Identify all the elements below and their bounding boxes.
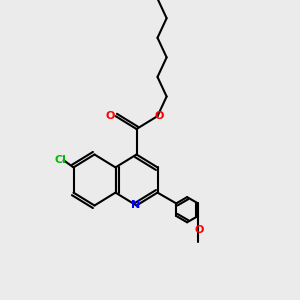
Text: O: O <box>154 111 164 121</box>
Text: N: N <box>131 200 140 211</box>
Text: O: O <box>194 225 204 236</box>
Text: O: O <box>105 111 115 121</box>
Text: Cl: Cl <box>54 154 66 165</box>
